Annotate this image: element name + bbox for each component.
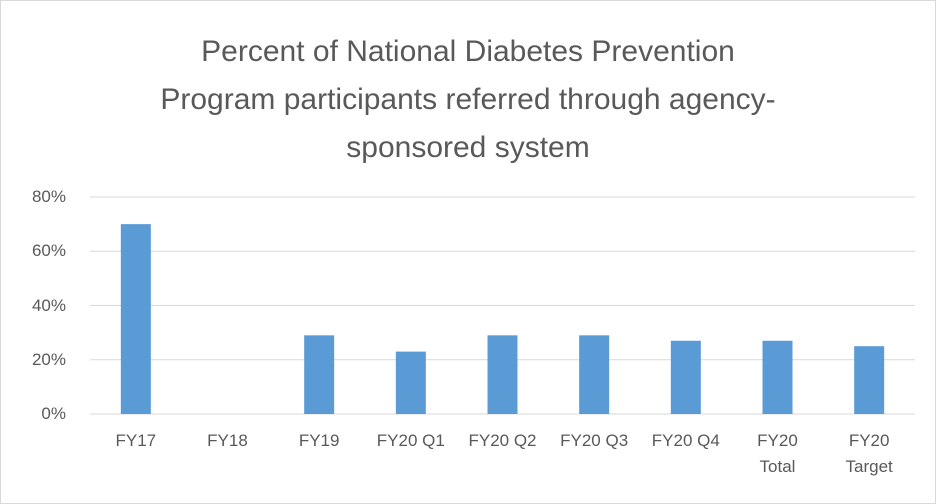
x-tick-label: FY19 — [298, 431, 340, 450]
bar — [487, 335, 518, 414]
y-tick-label: 0% — [41, 404, 66, 423]
bar — [395, 351, 426, 414]
x-tick-label: FY20 Target — [845, 431, 893, 476]
x-tick-label: FY20 Q2 — [468, 431, 537, 450]
x-tick-label: FY20 Q4 — [651, 431, 720, 450]
bar — [120, 224, 151, 414]
bar — [854, 346, 885, 414]
y-tick-label: 20% — [31, 349, 66, 369]
bar — [762, 340, 793, 414]
bar — [579, 335, 610, 414]
chart-title: Percent of National Diabetes Prevention … — [160, 35, 776, 164]
bar — [304, 335, 335, 414]
y-tick-label: 80% — [31, 187, 66, 206]
y-tick-label: 40% — [31, 295, 66, 315]
y-tick-label: 60% — [31, 241, 66, 261]
x-tick-label: FY20 Total — [757, 431, 798, 476]
x-tick-label: FY20 Q1 — [376, 431, 445, 450]
x-tick-label: FY20 Q3 — [560, 431, 629, 450]
x-tick-label: FY17 — [115, 431, 157, 450]
x-tick-label: FY18 — [207, 431, 248, 450]
bar — [670, 340, 701, 414]
